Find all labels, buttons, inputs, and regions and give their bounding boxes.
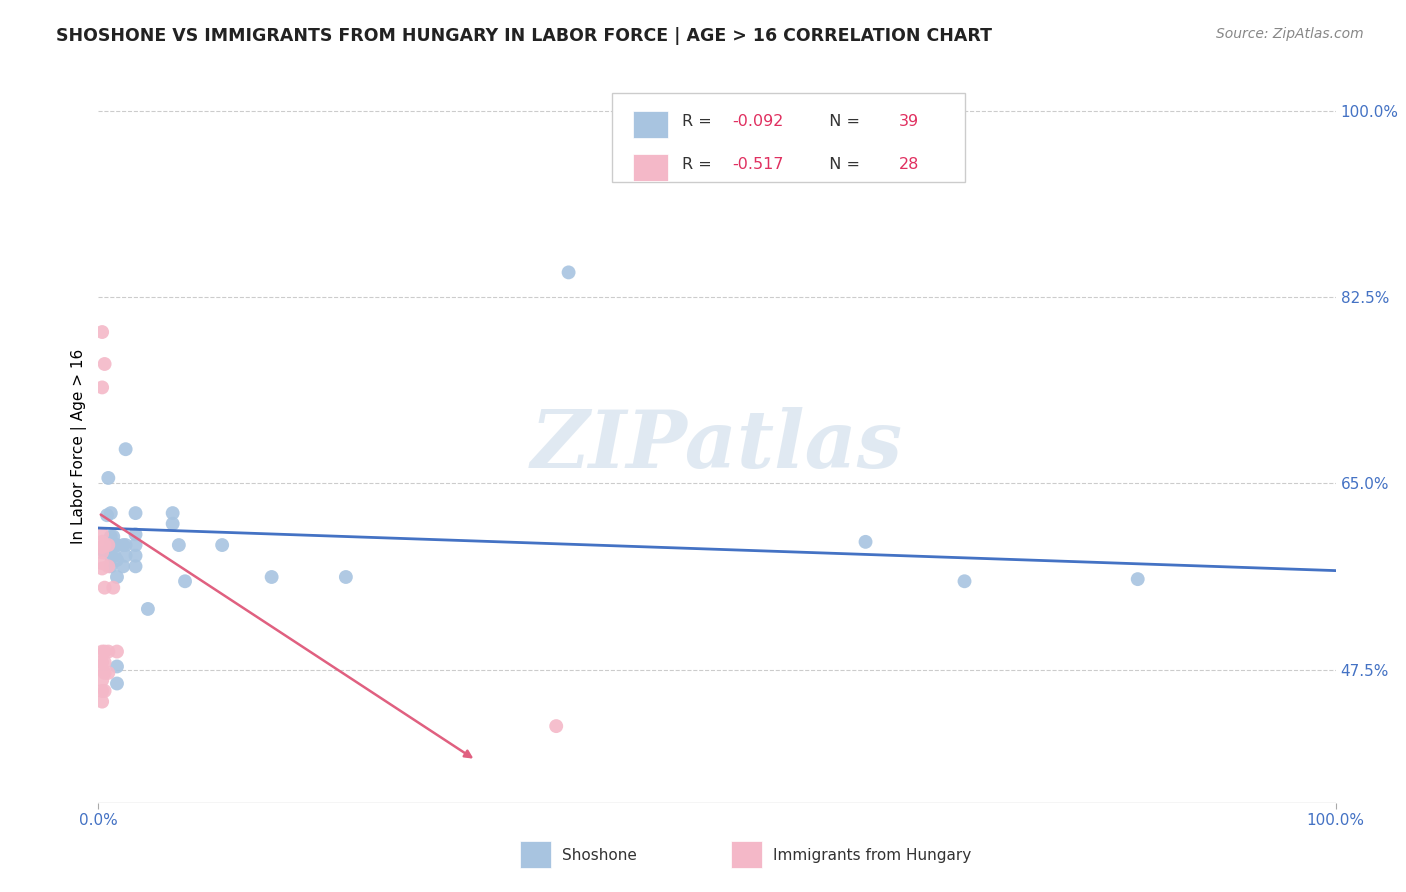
Point [91, 684, 114, 698]
Point [91, 545, 114, 559]
Text: R =: R = [682, 114, 717, 128]
Text: N =: N = [818, 114, 865, 128]
Point [953, 574, 976, 589]
Point [100, 538, 122, 552]
Y-axis label: In Labor Force | Age > 16: In Labor Force | Age > 16 [72, 349, 87, 543]
Point [105, 538, 128, 552]
Text: Source: ZipAtlas.com: Source: ZipAtlas.com [1216, 27, 1364, 41]
Point [91, 561, 114, 575]
Point [124, 538, 146, 552]
Point [114, 549, 136, 563]
Point [557, 265, 579, 279]
Point [100, 559, 122, 574]
Point [91, 695, 114, 709]
Point [167, 538, 190, 552]
Text: ZIPatlas: ZIPatlas [531, 408, 903, 484]
Point [91, 644, 114, 658]
Point [105, 570, 128, 584]
Point [124, 506, 146, 520]
Point [100, 506, 122, 520]
Point [174, 574, 197, 589]
Point [124, 559, 146, 574]
Point [335, 570, 357, 584]
Text: 28: 28 [898, 157, 920, 171]
Point [1126, 572, 1149, 586]
Point [97, 665, 120, 680]
Text: -0.517: -0.517 [733, 157, 783, 171]
Point [93, 581, 115, 595]
Point [93, 545, 115, 559]
Point [91, 673, 114, 688]
Text: Shoshone: Shoshone [562, 848, 637, 863]
Point [97, 538, 120, 552]
Point [97, 559, 120, 574]
Point [93, 655, 115, 669]
Text: 39: 39 [898, 114, 920, 128]
FancyBboxPatch shape [633, 112, 668, 138]
Point [93, 644, 115, 658]
Point [91, 655, 114, 669]
Point [124, 549, 146, 563]
Point [105, 553, 128, 567]
Point [114, 538, 136, 552]
Point [546, 719, 568, 733]
Point [105, 644, 128, 658]
Point [96, 508, 118, 523]
Point [114, 442, 136, 457]
Point [91, 540, 114, 554]
Text: -0.092: -0.092 [733, 114, 783, 128]
Point [93, 357, 115, 371]
Text: Immigrants from Hungary: Immigrants from Hungary [773, 848, 972, 863]
Text: R =: R = [682, 157, 717, 171]
Point [91, 325, 114, 339]
Point [260, 570, 283, 584]
Point [100, 529, 122, 543]
Point [97, 471, 120, 485]
Point [93, 684, 115, 698]
Point [91, 534, 114, 549]
Point [162, 516, 184, 531]
FancyBboxPatch shape [612, 93, 965, 182]
Point [136, 602, 159, 616]
Point [112, 538, 135, 552]
Point [103, 549, 125, 563]
Text: N =: N = [818, 157, 865, 171]
Point [103, 529, 125, 543]
Point [93, 538, 115, 552]
Point [124, 527, 146, 541]
Point [97, 644, 120, 658]
Point [162, 506, 184, 520]
Point [105, 659, 128, 673]
Point [105, 676, 128, 690]
Point [93, 665, 115, 680]
Point [91, 380, 114, 394]
FancyBboxPatch shape [633, 154, 668, 181]
Point [211, 538, 233, 552]
Point [103, 581, 125, 595]
Point [100, 549, 122, 563]
Point [103, 540, 125, 554]
Point [855, 534, 877, 549]
Point [91, 527, 114, 541]
Point [91, 663, 114, 677]
Point [112, 559, 135, 574]
Text: SHOSHONE VS IMMIGRANTS FROM HUNGARY IN LABOR FORCE | AGE > 16 CORRELATION CHART: SHOSHONE VS IMMIGRANTS FROM HUNGARY IN L… [56, 27, 993, 45]
Point [91, 556, 114, 570]
Point [103, 538, 125, 552]
